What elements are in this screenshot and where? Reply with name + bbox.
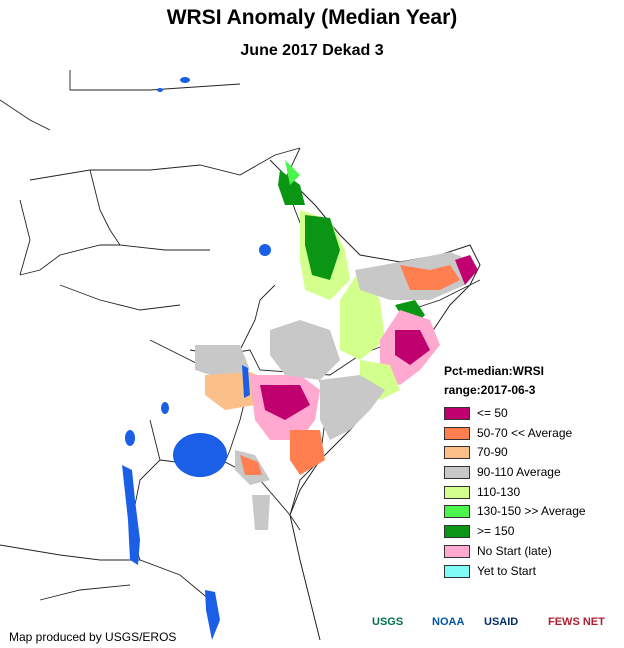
partner-logos: USGS NOAA USAID FEWS NET [372, 612, 620, 644]
legend-swatch [444, 446, 470, 460]
fews-net-logo: FEWS NET [548, 616, 605, 628]
legend-item: <= 50 [444, 404, 544, 424]
map-title: WRSI Anomaly (Median Year) [166, 6, 458, 29]
legend-swatch [444, 426, 470, 440]
legend-item: 130-150 >> Average [444, 502, 586, 522]
legend-item: 110-130 [444, 483, 544, 503]
legend-item: >= 150 [444, 522, 544, 542]
usgs-logo: USGS [372, 616, 404, 628]
legend-swatch [444, 564, 470, 578]
legend-item: 70-90 [444, 443, 544, 463]
legend-item: No Start (late) [444, 542, 552, 562]
usaid-logo: USAID [484, 616, 519, 628]
legend-label: >= 150 [477, 524, 515, 539]
legend-title: Pct-median:WRSI [444, 364, 545, 378]
legend-label: 70-90 [477, 445, 508, 460]
legend-label: 110-130 [477, 484, 521, 499]
legend-swatch [444, 466, 470, 480]
water-bodies [122, 77, 271, 640]
legend-range: range:2017-06-3 [444, 383, 536, 397]
map-credit: Map produced by USGS/EROS [9, 630, 177, 644]
legend-label: No Start (late) [477, 543, 552, 558]
legend-label: 50-70 << Average [477, 425, 573, 440]
legend-swatch [444, 544, 470, 558]
legend-label: 90-110 Average [477, 465, 561, 480]
legend-swatch [444, 407, 470, 420]
map-subtitle: June 2017 Dekad 3 [240, 42, 384, 59]
noaa-logo: NOAA [432, 616, 465, 628]
legend-swatch [444, 505, 470, 519]
legend-item: 50-70 << Average [444, 424, 572, 444]
map-legend: Pct-median:WRSI range:2017-06-3 <= 50 50-… [444, 362, 586, 582]
legend-swatch [444, 485, 470, 499]
legend-label: 130-150 >> Average [477, 504, 586, 519]
legend-items: <= 50 50-70 << Average 70-90 90-110 Average… [444, 404, 586, 582]
legend-label: Yet to Start [477, 563, 536, 578]
legend-label: <= 50 [477, 406, 508, 420]
legend-swatch [444, 525, 470, 539]
wrsi-anomaly-zones [195, 160, 478, 530]
coastline [269, 159, 481, 641]
legend-item: 90-110 Average [444, 463, 561, 483]
legend-item: Yet to Start [444, 562, 544, 582]
